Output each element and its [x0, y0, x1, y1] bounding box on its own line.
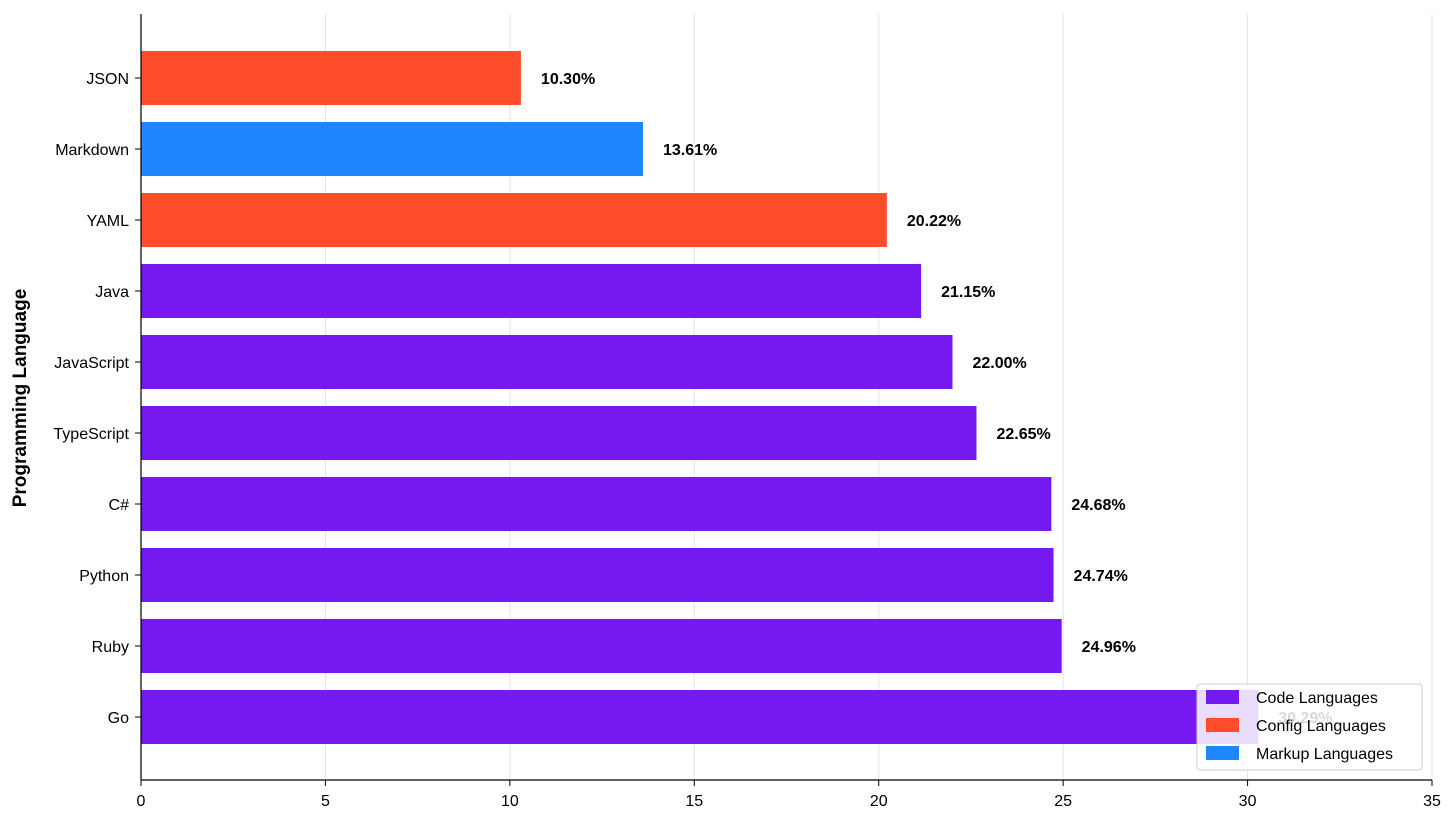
y-tick-label: YAML [87, 213, 129, 230]
y-axis-title: Programming Language [10, 289, 31, 508]
legend-swatch-markup [1206, 746, 1239, 760]
bar-json [141, 51, 521, 105]
axes [140, 14, 1432, 781]
bar-value-label: 20.22% [907, 213, 961, 230]
legend-swatch-code [1206, 690, 1239, 704]
bars: 10.30% 13.61% 20.22% 21.15% 22.00% 22.65% 24.6… [141, 51, 1333, 744]
legend: Code Languages Config Languages Markup L… [1196, 683, 1423, 771]
y-tick-label: TypeScript [53, 426, 129, 443]
y-tick-label: Ruby [92, 639, 129, 656]
y-tick-label: Markdown [55, 142, 129, 159]
y-tick-label: Go [108, 710, 129, 727]
x-tick-label: 0 [137, 793, 146, 810]
x-tick-label: 30 [1239, 793, 1257, 810]
ticks: 0 5 10 15 20 25 30 35 JSON Markdown YAML Java JavaSc… [53, 71, 1441, 810]
x-tick-label: 20 [870, 793, 888, 810]
x-tick-label: 15 [685, 793, 703, 810]
y-tick-label: Java [95, 284, 129, 301]
y-tick-label: C# [109, 497, 130, 514]
y-tick-label: JSON [86, 71, 129, 88]
bar-java [141, 264, 922, 318]
legend-label-markup: Markup Languages [1256, 746, 1393, 763]
legend-label-config: Config Languages [1256, 718, 1386, 735]
legend-frame [1196, 683, 1423, 771]
x-tick-label: 35 [1423, 793, 1441, 810]
y-tick-label: Python [79, 568, 129, 585]
x-tick-label: 10 [501, 793, 519, 810]
bar-markdown [141, 122, 644, 176]
bar-value-label: 10.30% [541, 71, 595, 88]
bar-value-label: 24.96% [1082, 639, 1136, 656]
bar-yaml [141, 193, 887, 247]
y-tick-label: JavaScript [54, 355, 129, 372]
bar-value-label: 13.61% [663, 142, 717, 159]
bar-value-label: 22.00% [972, 355, 1026, 372]
bar-value-label: 24.68% [1071, 497, 1125, 514]
bar-python [141, 548, 1054, 602]
bar-javascript [141, 335, 953, 389]
bar-ruby [141, 619, 1062, 673]
bar-go [141, 690, 1259, 744]
legend-label-code: Code Languages [1256, 690, 1378, 707]
x-tick-label: 25 [1054, 793, 1072, 810]
x-tick-label: 5 [321, 793, 330, 810]
bar-typescript [141, 406, 977, 460]
bar-value-label: 21.15% [941, 284, 995, 301]
legend-swatch-config [1206, 718, 1239, 732]
bar-value-label: 22.65% [996, 426, 1050, 443]
bar-value-label: 24.74% [1074, 568, 1128, 585]
bar-c- [141, 477, 1052, 531]
